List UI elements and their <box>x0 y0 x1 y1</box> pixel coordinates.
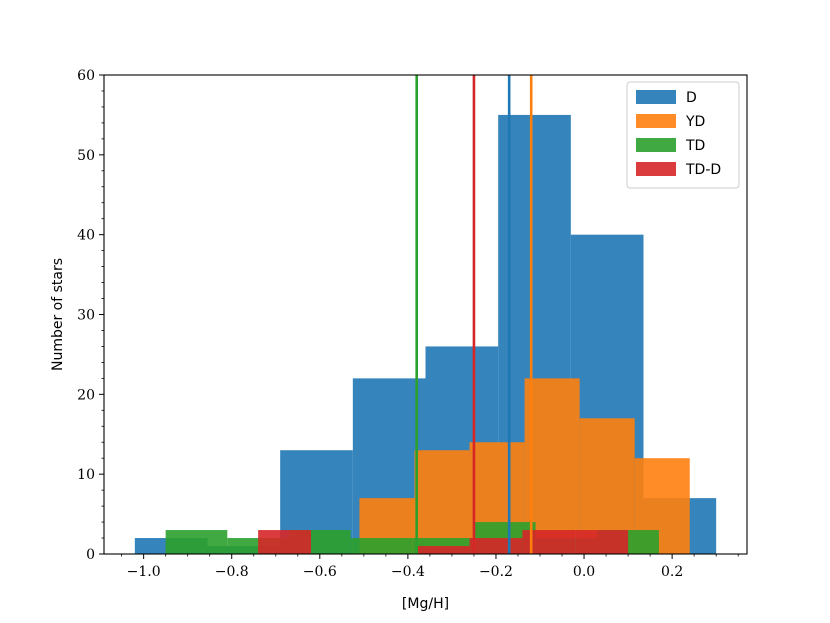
bar-td-d-0 <box>258 530 311 554</box>
bar-td-d-4 <box>469 538 523 554</box>
bar-yd-1 <box>414 450 470 554</box>
legend-box <box>626 81 740 189</box>
legend-label-yd: YD <box>685 114 705 130</box>
legend-swatch-td <box>636 138 676 152</box>
legend-label-td-d: TD-D <box>685 162 721 178</box>
bar-td-d-6 <box>575 530 629 554</box>
x-tick-label: −0.8 <box>215 564 249 580</box>
y-tick-label: 60 <box>77 68 95 84</box>
x-tick-label: −1.0 <box>127 564 161 580</box>
x-tick-label: −0.2 <box>479 564 513 580</box>
legend-swatch-yd <box>636 114 676 128</box>
legend-swatch-d <box>636 90 676 104</box>
bar-td-0 <box>165 530 228 554</box>
legend: D YD TD TD-D <box>626 81 740 189</box>
y-tick-label: 0 <box>86 547 95 563</box>
y-tick-label: 50 <box>77 148 95 164</box>
bar-td-d-5 <box>522 530 576 554</box>
legend-swatch-td-d <box>636 162 676 176</box>
x-axis-ticks: −1.0 −0.8 −0.6 −0.4 −0.2 0.0 0.2 <box>121 554 739 580</box>
y-axis-ticks: 0 10 20 30 40 50 60 <box>77 68 104 563</box>
bar-td-3 <box>350 538 413 554</box>
bars-layer <box>134 114 717 555</box>
x-axis-label: [Mg/H] <box>402 596 449 612</box>
y-axis-label: Number of stars <box>50 258 66 371</box>
legend-label-td: TD <box>685 138 705 154</box>
bar-td-d-3 <box>416 546 470 554</box>
y-tick-label: 20 <box>77 387 95 403</box>
x-tick-label: −0.6 <box>303 564 337 580</box>
y-tick-label: 30 <box>77 308 95 324</box>
mean-lines-layer <box>415 75 533 554</box>
y-tick-label: 40 <box>77 228 95 244</box>
legend-label-d: D <box>686 90 697 106</box>
legend-items: D YD TD TD-D <box>636 90 721 178</box>
x-tick-label: 0.0 <box>573 564 595 580</box>
x-tick-label: −0.4 <box>391 564 425 580</box>
y-tick-label: 10 <box>77 467 95 483</box>
x-tick-label: 0.2 <box>661 564 683 580</box>
